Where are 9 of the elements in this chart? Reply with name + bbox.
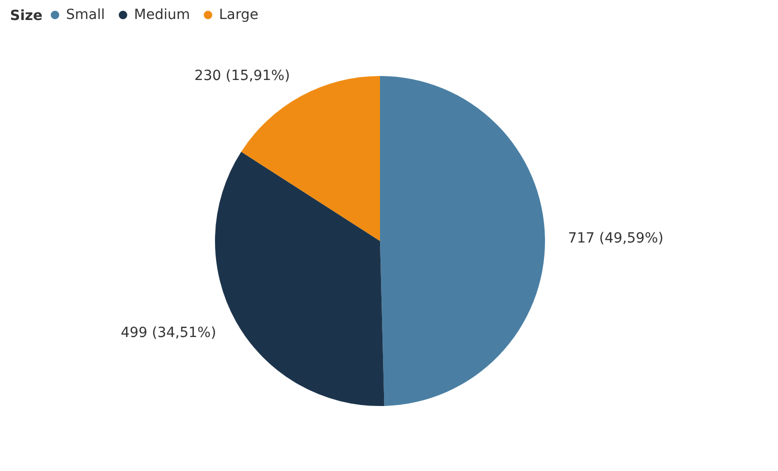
legend-label: Medium: [134, 7, 190, 23]
pie-slice: [215, 152, 384, 406]
legend-title: Size: [10, 8, 43, 24]
pie-slice: [380, 76, 545, 406]
data-label: 717 (49,59%): [568, 230, 664, 247]
data-label: 499 (34,51%): [120, 325, 216, 342]
data-label: 230 (15,91%): [194, 68, 290, 84]
legend-label: Large: [219, 7, 258, 23]
legend-label: Small: [66, 7, 105, 23]
